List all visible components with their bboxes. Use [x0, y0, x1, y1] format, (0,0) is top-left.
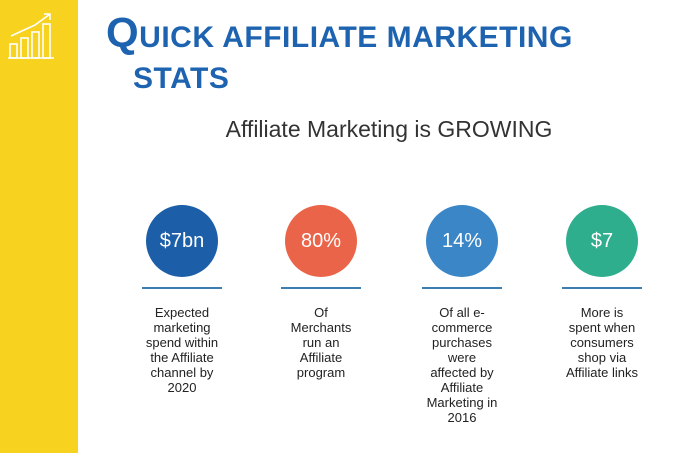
title-first-letter: Q — [106, 9, 140, 56]
desc-line: Expected — [154, 305, 210, 320]
desc-line: marketing — [153, 320, 211, 335]
divider — [281, 287, 361, 289]
desc-line: were — [447, 350, 477, 365]
desc-line: Of all e- — [439, 305, 485, 320]
stat-circle: 14% — [426, 205, 498, 277]
desc-line: Merchants — [290, 320, 352, 335]
desc-line: Affiliate — [299, 350, 343, 365]
desc-line: Of — [314, 305, 328, 320]
desc-line: consumers — [570, 335, 634, 350]
stat-card-2: 80% Of Merchants run an Affiliate progra… — [256, 205, 386, 380]
desc-line: Affiliate — [440, 380, 484, 395]
desc-line: Marketing in — [426, 395, 498, 410]
desc-line: the Affiliate — [150, 350, 214, 365]
desc-line: program — [296, 365, 346, 380]
stat-circle: $7 — [566, 205, 638, 277]
title-rest: UICK AFFILIATE MARKETING — [139, 21, 573, 54]
desc-line: run an — [302, 335, 340, 350]
stat-description: Of all e- commerce purchases were affect… — [397, 305, 527, 425]
divider — [142, 287, 222, 289]
desc-line: Affiliate links — [565, 365, 638, 380]
stat-description: Of Merchants run an Affiliate program — [256, 305, 386, 380]
desc-line: 2020 — [167, 380, 197, 395]
yellow-sidebar — [0, 0, 78, 453]
desc-line: purchases — [432, 335, 492, 350]
divider — [422, 287, 502, 289]
title-line-2: STATS — [133, 62, 230, 95]
desc-line: shop via — [577, 350, 627, 365]
desc-line: affected by — [430, 365, 494, 380]
divider — [562, 287, 642, 289]
stat-card-4: $7 More is spent when consumers shop via… — [537, 205, 667, 380]
desc-line: spent when — [568, 320, 636, 335]
stat-description: Expected marketing spend within the Affi… — [117, 305, 247, 395]
desc-line: More is — [580, 305, 624, 320]
desc-line: channel by — [150, 365, 214, 380]
stat-card-1: $7bn Expected marketing spend within the… — [117, 205, 247, 395]
subtitle: Affiliate Marketing is GROWING — [225, 116, 553, 142]
desc-line: 2016 — [447, 410, 477, 425]
stat-circle: $7bn — [146, 205, 218, 277]
bar-chart-growth-icon — [8, 13, 54, 59]
stat-circle: 80% — [285, 205, 357, 277]
desc-line: spend within — [145, 335, 219, 350]
stat-card-3: 14% Of all e- commerce purchases were af… — [397, 205, 527, 425]
desc-line: commerce — [431, 320, 493, 335]
stat-description: More is spent when consumers shop via Af… — [537, 305, 667, 380]
